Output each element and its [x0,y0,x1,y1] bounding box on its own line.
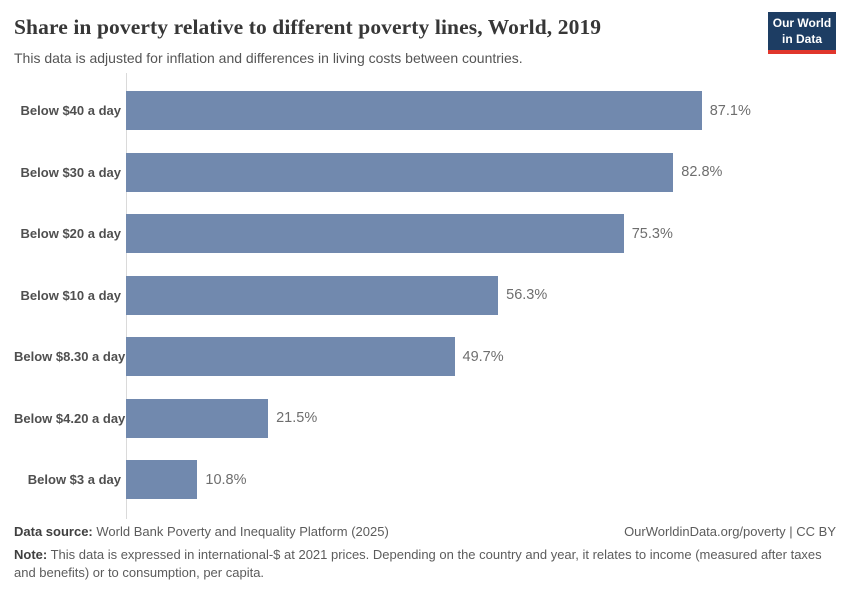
logo-line-2: in Data [781,31,822,46]
category-label: Below $40 a day [20,103,121,119]
bar-rows: Below $40 a day 87.1% Below $30 a day 82… [14,80,836,511]
category-label: Below $30 a day [20,164,121,180]
bar[interactable] [126,460,198,500]
note-label: Note: [14,547,48,563]
bar-chart: Below $40 a day 87.1% Below $30 a day 82… [14,73,836,519]
chart-subtitle: This data is adjusted for inflation and … [14,49,523,66]
chart-header: Share in poverty relative to different p… [14,12,836,67]
bar[interactable] [126,337,455,377]
value-label: 75.3% [631,225,673,242]
bar-track: 10.8% [126,460,787,500]
category-label: Below $10 a day [20,287,121,303]
title-block: Share in poverty relative to different p… [14,14,601,67]
page-title: Share in poverty relative to different p… [14,15,602,39]
bar-track: 87.1% [126,91,787,131]
data-source: Data source: World Bank Poverty and Ineq… [14,523,389,541]
bar-row: Below $3 a day 10.8% [14,449,836,511]
owid-logo: Our World in Data [768,12,836,55]
value-label: 21.5% [276,410,318,427]
data-source-text: World Bank Poverty and Inequality Platfo… [96,523,389,539]
value-label: 10.8% [205,471,247,488]
owid-attribution-link[interactable]: OurWorldinData.org/poverty | CC BY [624,523,836,539]
source-row: Data source: World Bank Poverty and Ineq… [14,523,836,541]
note-text: This data is expressed in international-… [14,547,822,580]
value-label: 49.7% [462,348,504,365]
bar-row: Below $30 a day 82.8% [14,142,836,204]
bar-row: Below $40 a day 87.1% [14,80,836,142]
bar-row: Below $4.20 a day 21.5% [14,388,836,450]
category-label: Below $3 a day [27,472,121,488]
bar-row: Below $8.30 a day 49.7% [14,326,836,388]
category-label: Below $4.20 a day [14,410,126,426]
chart-note: Note: This data is expressed in internat… [14,546,836,581]
bar-track: 21.5% [126,398,787,438]
bar-row: Below $10 a day 56.3% [14,265,836,327]
chart-footer: Data source: World Bank Poverty and Ineq… [14,523,836,582]
bar-track: 82.8% [126,152,787,192]
data-source-label: Data source: [14,523,93,539]
bar-track: 56.3% [126,275,787,315]
logo-line-1: Our World [772,16,832,30]
bar-track: 49.7% [126,337,787,377]
bar[interactable] [126,91,702,131]
bar[interactable] [126,214,624,254]
bar[interactable] [126,152,674,192]
bar[interactable] [126,398,269,438]
category-label: Below $20 a day [20,226,121,242]
bar-row: Below $20 a day 75.3% [14,203,836,265]
category-label: Below $8.30 a day [14,349,126,365]
value-label: 87.1% [709,102,751,119]
value-label: 56.3% [506,287,548,304]
value-label: 82.8% [681,164,723,181]
bar-track: 75.3% [126,214,787,254]
bar[interactable] [126,275,499,315]
